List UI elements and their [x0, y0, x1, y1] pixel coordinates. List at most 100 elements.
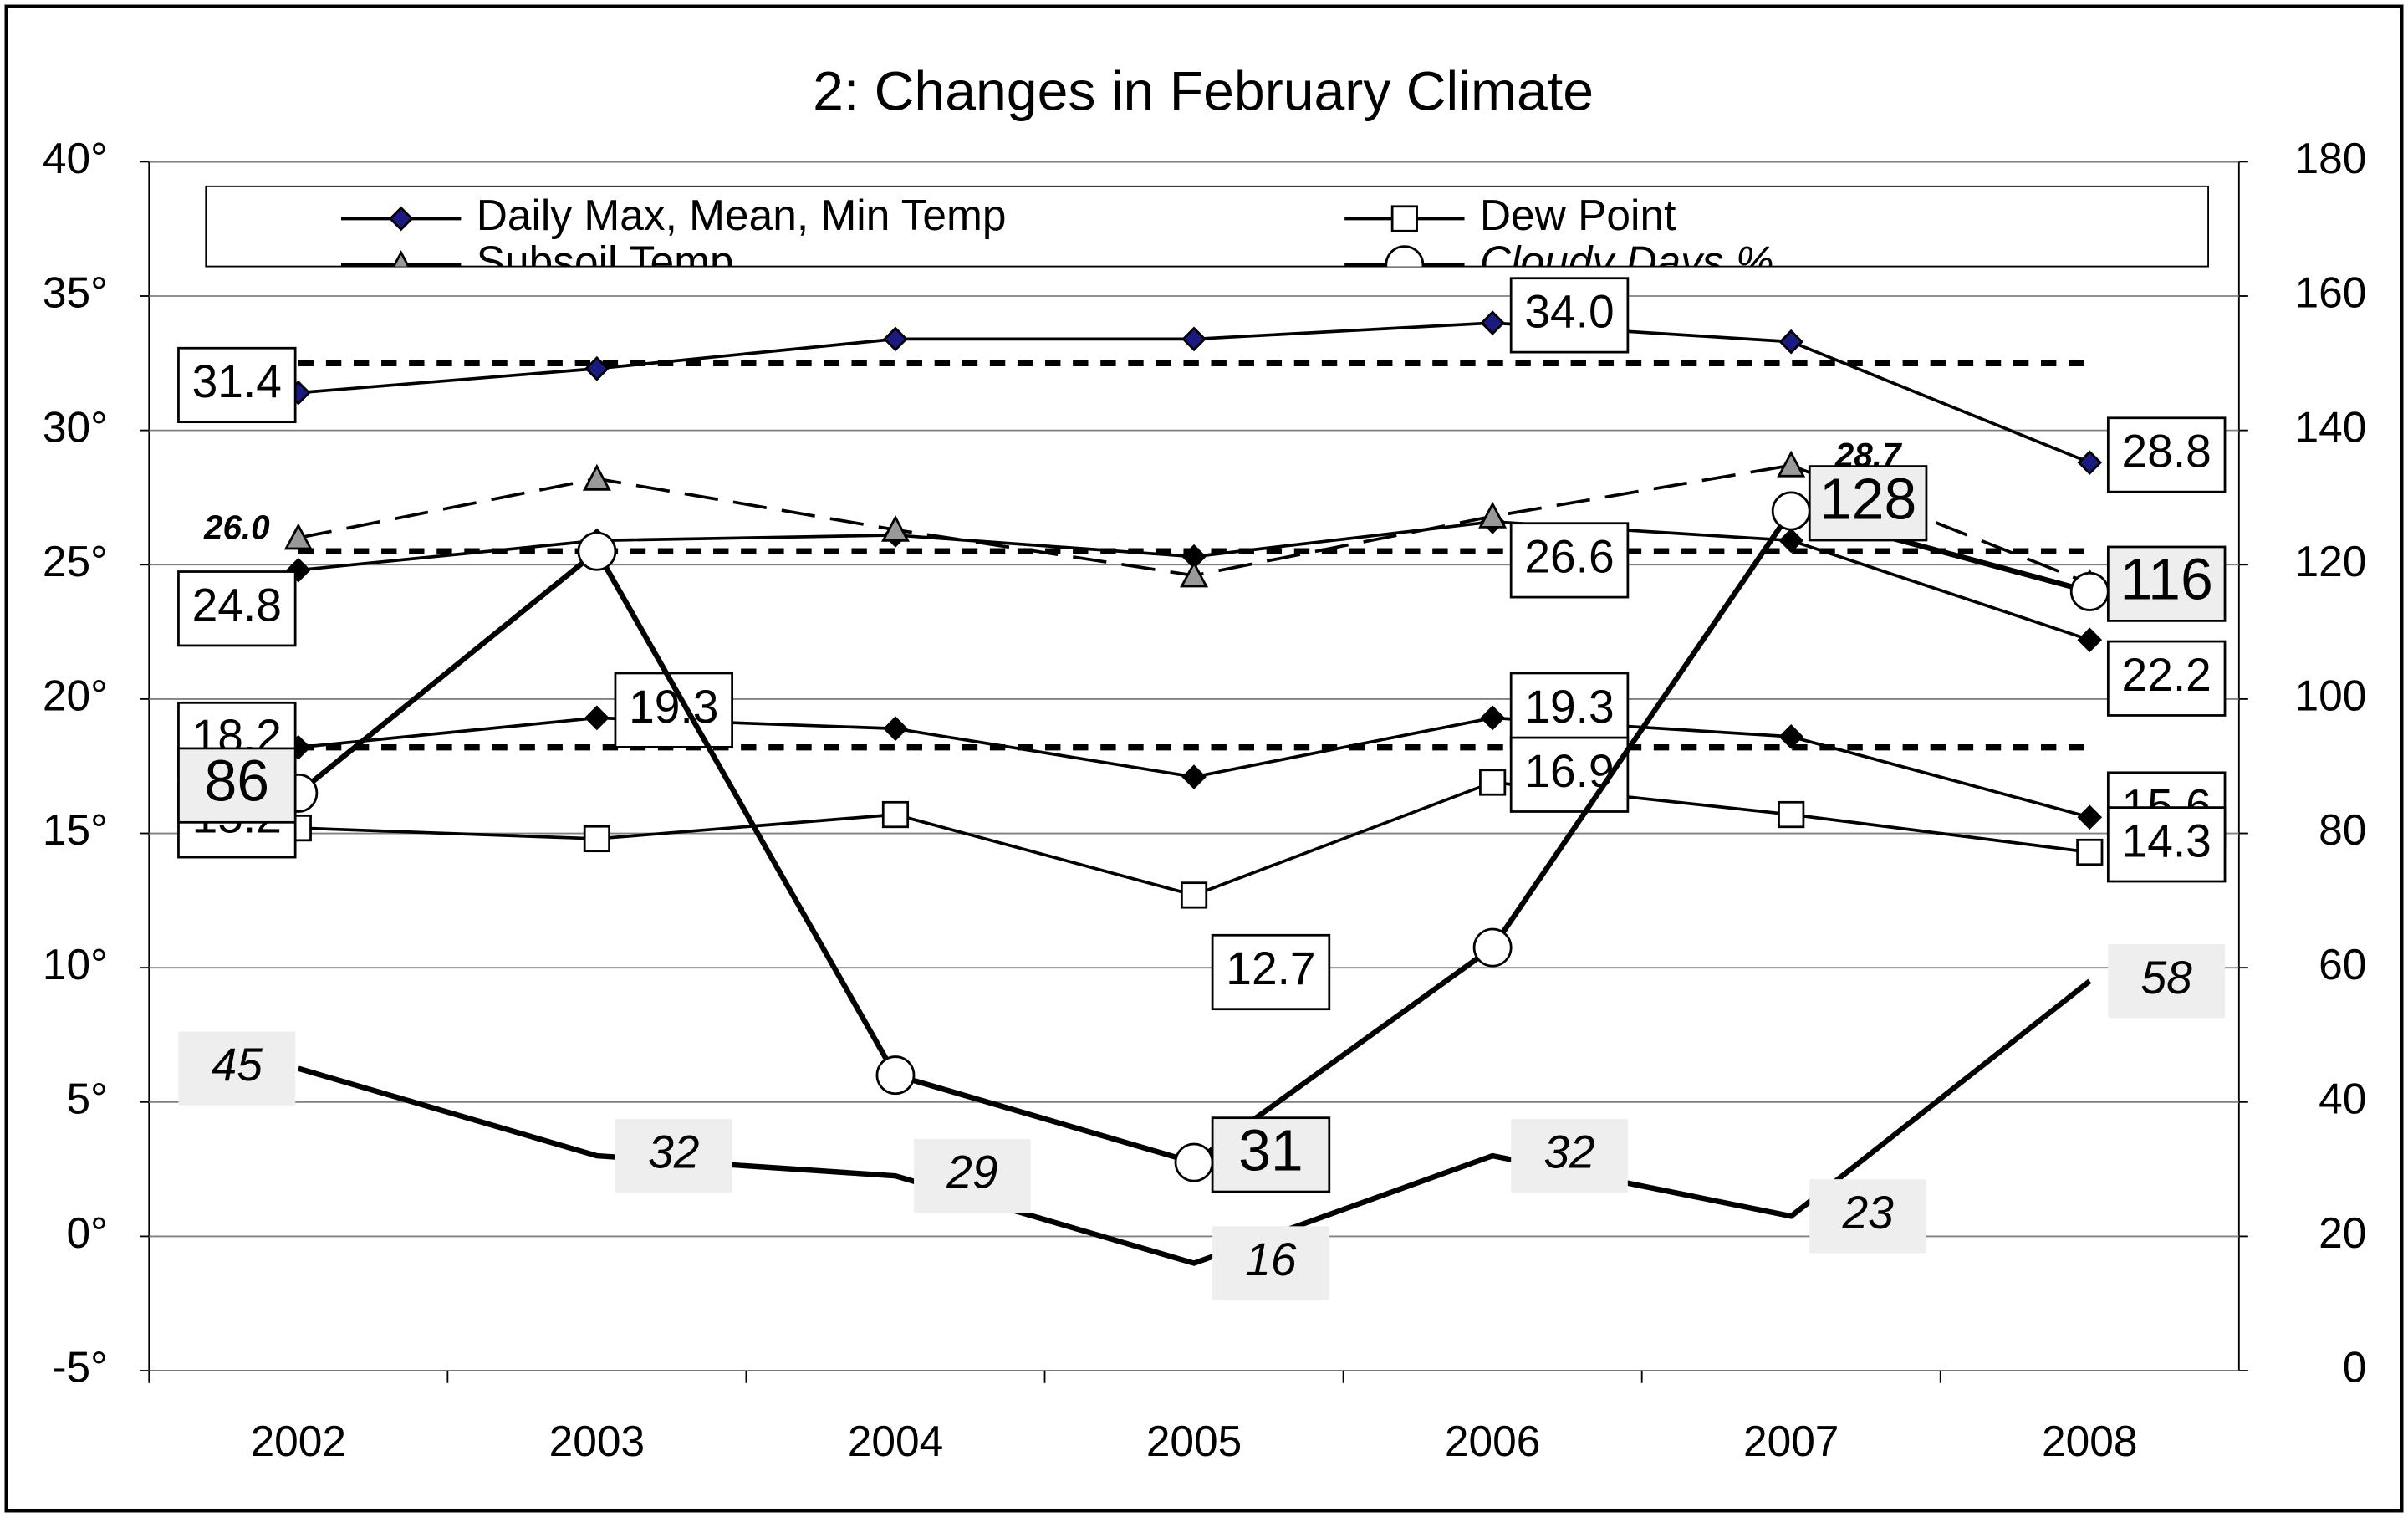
y2-tick-label: 0	[2343, 1343, 2367, 1392]
data-label-box	[615, 1118, 732, 1193]
marker	[1180, 881, 1208, 909]
data-label-box	[1509, 522, 1630, 599]
legend-label: Dew Point	[1480, 191, 1676, 239]
marker	[2077, 627, 2103, 653]
data-label: 14.3	[2122, 815, 2212, 866]
marker	[883, 326, 908, 352]
legend-items: Daily Max, Mean, Min Temp Dew Point Subsoi…	[341, 191, 1774, 285]
x-tick-label: 2006	[1445, 1417, 1540, 1465]
data-label-box	[2108, 944, 2226, 1019]
y-tick-label: 15°	[43, 805, 108, 854]
y2-tick-label: 140	[2295, 402, 2367, 451]
data-label: 31	[1238, 1117, 1303, 1182]
marker	[1390, 205, 1418, 232]
legend	[205, 185, 2209, 268]
data-label-box	[2106, 640, 2227, 717]
data-label-box	[914, 1138, 1031, 1213]
data-label-box	[1511, 1118, 1628, 1193]
x-tick-label: 2008	[2042, 1417, 2137, 1465]
y-tick-label: 10°	[43, 940, 108, 988]
series-line	[297, 978, 2092, 1266]
data-label: 86	[204, 748, 269, 814]
marker	[392, 250, 411, 267]
data-label-box	[1509, 672, 1630, 748]
x-tick-label: 2005	[1146, 1417, 1242, 1465]
marker	[1480, 705, 1505, 731]
data-label-box	[1211, 933, 1331, 1011]
y2-tick-label: 120	[2295, 537, 2367, 585]
data-label: 34.0	[1524, 285, 1614, 337]
x-tick-label: 2007	[1743, 1417, 1839, 1465]
data-label-box	[2106, 806, 2227, 883]
data-label-box	[177, 346, 297, 424]
data-label: 32	[1543, 1126, 1594, 1178]
data-label: 29	[946, 1147, 997, 1198]
y-tick-label: 0°	[66, 1208, 107, 1257]
marker	[584, 355, 610, 381]
y2-tick-label: 100	[2295, 671, 2367, 719]
marker	[582, 463, 611, 491]
y-tick-label: 30°	[43, 402, 108, 451]
data-label: 28.8	[2122, 426, 2212, 478]
marker	[577, 531, 617, 571]
data-label: 31.4	[192, 355, 282, 407]
y-tick-label: 5°	[66, 1074, 107, 1122]
data-label-box	[177, 747, 297, 824]
data-label-box	[177, 570, 297, 647]
data-label: 19.3	[1524, 681, 1614, 733]
x-tick-label: 2003	[549, 1417, 645, 1465]
data-label: 32	[648, 1126, 699, 1178]
legend-label: Cloudy Days %	[1480, 237, 1774, 285]
data-label: 16	[1245, 1234, 1297, 1285]
data-label: 45	[212, 1039, 263, 1091]
y-tick-label: -5°	[52, 1343, 107, 1392]
marker	[1777, 450, 1806, 478]
marker	[583, 825, 610, 853]
y-tick-label: 40°	[43, 134, 108, 182]
marker	[1480, 310, 1505, 335]
y2-tick-label: 180	[2295, 134, 2367, 182]
marker	[1174, 1142, 1214, 1182]
data-label-box	[2106, 545, 2227, 622]
marker	[2069, 571, 2110, 611]
data-label: 26.0	[203, 508, 270, 547]
marker	[1181, 764, 1207, 789]
data-label: 128	[1819, 466, 1917, 531]
x-tick-label: 2002	[251, 1417, 346, 1465]
data-label: 24.8	[192, 579, 282, 631]
marker	[283, 523, 313, 550]
marker	[875, 1055, 916, 1096]
y2-tick-label: 40	[2319, 1074, 2366, 1122]
legend-label: Daily Max, Mean, Min Temp	[477, 191, 1007, 239]
data-label: 58	[2141, 952, 2193, 1004]
data-label-box	[2106, 416, 2227, 493]
marker	[881, 800, 910, 829]
marker	[1479, 769, 1507, 796]
marker	[2076, 838, 2104, 866]
y2-tick-label: 160	[2295, 268, 2367, 317]
marker	[2077, 804, 2103, 830]
marker	[1472, 927, 1513, 968]
data-label: 23	[1841, 1187, 1894, 1239]
data-label: 12.7	[1226, 942, 1315, 994]
data-label-box	[1808, 465, 1928, 542]
marker	[883, 716, 908, 742]
marker	[1180, 560, 1209, 588]
marker	[1771, 491, 1811, 531]
marker	[1778, 329, 1804, 355]
data-label-box	[178, 1031, 296, 1106]
marker	[1778, 528, 1804, 554]
marker	[1181, 326, 1207, 352]
marker	[1385, 245, 1425, 267]
data-label-box	[1809, 1179, 1926, 1254]
data-label-box	[1509, 277, 1630, 354]
y2-tick-label: 80	[2319, 805, 2366, 854]
marker	[2077, 450, 2103, 476]
y-tick-label: 25°	[43, 537, 108, 585]
marker	[584, 705, 610, 731]
data-label-box	[1212, 1226, 1329, 1300]
data-label: 26.6	[1524, 530, 1614, 582]
marker	[388, 206, 414, 232]
y2-tick-label: 60	[2319, 940, 2366, 988]
